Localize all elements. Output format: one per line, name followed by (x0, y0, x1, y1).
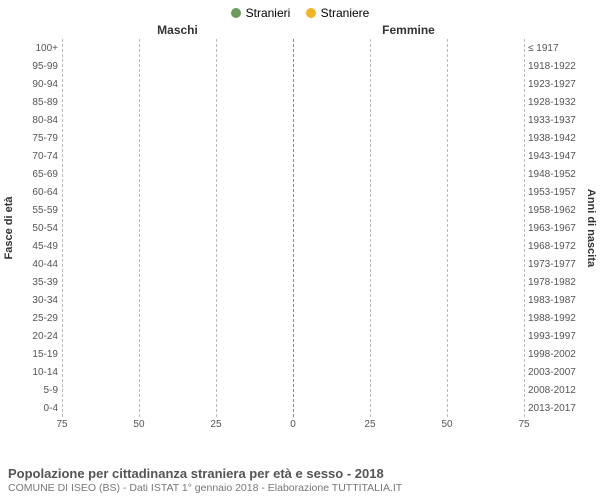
birth-label: 1923-1927 (524, 75, 582, 93)
bar-row (62, 57, 524, 75)
chart-subtitle: COMUNE DI ISEO (BS) - Dati ISTAT 1° genn… (8, 482, 592, 494)
age-label: 85-89 (18, 93, 62, 111)
age-label: 25-29 (18, 309, 62, 327)
bar-row (62, 165, 524, 183)
age-label: 10-14 (18, 363, 62, 381)
bar-row (62, 327, 524, 345)
birth-label: 1943-1947 (524, 147, 582, 165)
x-tick-label: 25 (364, 419, 375, 430)
bar-row (62, 129, 524, 147)
legend-item-female: Straniere (306, 6, 370, 20)
birth-label: 2003-2007 (524, 363, 582, 381)
age-label: 90-94 (18, 75, 62, 93)
x-tick-label: 75 (518, 419, 529, 430)
legend-label-female: Straniere (321, 6, 370, 20)
y-left-labels: 100+95-9990-9485-8980-8475-7970-7465-696… (18, 39, 62, 417)
birth-label: 2013-2017 (524, 399, 582, 417)
birth-label: 1973-1977 (524, 255, 582, 273)
age-label: 5-9 (18, 381, 62, 399)
age-label: 65-69 (18, 165, 62, 183)
age-label: 60-64 (18, 183, 62, 201)
age-label: 95-99 (18, 57, 62, 75)
column-headers: Maschi Femmine (0, 23, 600, 37)
birth-label: 1938-1942 (524, 129, 582, 147)
birth-label: 1978-1982 (524, 273, 582, 291)
birth-label: 1988-1992 (524, 309, 582, 327)
bar-row (62, 75, 524, 93)
age-label: 75-79 (18, 129, 62, 147)
chart-footer: Popolazione per cittadinanza straniera p… (8, 466, 592, 494)
bar-row (62, 183, 524, 201)
bar-row (62, 111, 524, 129)
bars-container (62, 39, 524, 417)
legend-swatch-female (306, 8, 316, 18)
y-left-title: Fasce di età (0, 39, 18, 417)
bar-row (62, 291, 524, 309)
legend-swatch-male (231, 8, 241, 18)
age-label: 35-39 (18, 273, 62, 291)
birth-label: 1958-1962 (524, 201, 582, 219)
bar-row (62, 399, 524, 417)
age-label: 50-54 (18, 219, 62, 237)
bar-row (62, 201, 524, 219)
bar-row (62, 273, 524, 291)
x-axis-row: 75 50 25 0 25 50 75 (0, 419, 600, 433)
y-right-title: Anni di nascita (582, 39, 600, 417)
bar-row (62, 39, 524, 57)
birth-label: 1968-1972 (524, 237, 582, 255)
x-tick-label: 0 (290, 419, 296, 430)
birth-label: ≤ 1917 (524, 39, 582, 57)
age-label: 45-49 (18, 237, 62, 255)
birth-label: 1963-1967 (524, 219, 582, 237)
y-right-labels: ≤ 19171918-19221923-19271928-19321933-19… (524, 39, 582, 417)
age-label: 40-44 (18, 255, 62, 273)
age-label: 15-19 (18, 345, 62, 363)
birth-label: 1993-1997 (524, 327, 582, 345)
birth-label: 1933-1937 (524, 111, 582, 129)
legend-label-male: Stranieri (246, 6, 291, 20)
x-tick-label: 75 (56, 419, 67, 430)
birth-label: 1953-1957 (524, 183, 582, 201)
bar-row (62, 93, 524, 111)
pyramid-plot (62, 39, 524, 417)
x-axis: 7550250255075 (62, 419, 524, 433)
age-label: 30-34 (18, 291, 62, 309)
birth-label: 2008-2012 (524, 381, 582, 399)
x-tick-label: 50 (133, 419, 144, 430)
birth-label: 1998-2002 (524, 345, 582, 363)
chart-title: Popolazione per cittadinanza straniera p… (8, 466, 592, 481)
birth-label: 1948-1952 (524, 165, 582, 183)
birth-label: 1928-1932 (524, 93, 582, 111)
x-tick-label: 50 (441, 419, 452, 430)
gridline (524, 39, 525, 417)
legend-item-male: Stranieri (231, 6, 291, 20)
age-label: 80-84 (18, 111, 62, 129)
age-label: 20-24 (18, 327, 62, 345)
bar-row (62, 345, 524, 363)
bar-row (62, 309, 524, 327)
birth-label: 1983-1987 (524, 291, 582, 309)
age-label: 55-59 (18, 201, 62, 219)
col-header-left: Maschi (62, 23, 293, 37)
age-label: 100+ (18, 39, 62, 57)
bar-row (62, 363, 524, 381)
x-tick-label: 25 (210, 419, 221, 430)
birth-label: 1918-1922 (524, 57, 582, 75)
bar-row (62, 147, 524, 165)
bar-row (62, 219, 524, 237)
col-header-right: Femmine (293, 23, 524, 37)
bar-row (62, 255, 524, 273)
bar-row (62, 381, 524, 399)
age-label: 70-74 (18, 147, 62, 165)
bar-row (62, 237, 524, 255)
legend: Stranieri Straniere (0, 0, 600, 23)
chart-body: Fasce di età 100+95-9990-9485-8980-8475-… (0, 39, 600, 417)
age-label: 0-4 (18, 399, 62, 417)
